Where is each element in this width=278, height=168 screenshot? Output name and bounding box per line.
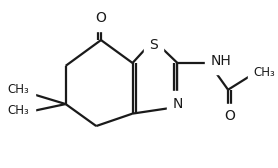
Text: CH₃: CH₃ xyxy=(8,83,29,96)
Text: S: S xyxy=(149,38,158,52)
Text: O: O xyxy=(225,109,235,123)
Text: CH₃: CH₃ xyxy=(8,104,29,117)
Text: CH₃: CH₃ xyxy=(254,66,275,79)
Text: NH: NH xyxy=(211,54,232,68)
Text: O: O xyxy=(96,11,106,25)
Text: N: N xyxy=(172,97,183,111)
